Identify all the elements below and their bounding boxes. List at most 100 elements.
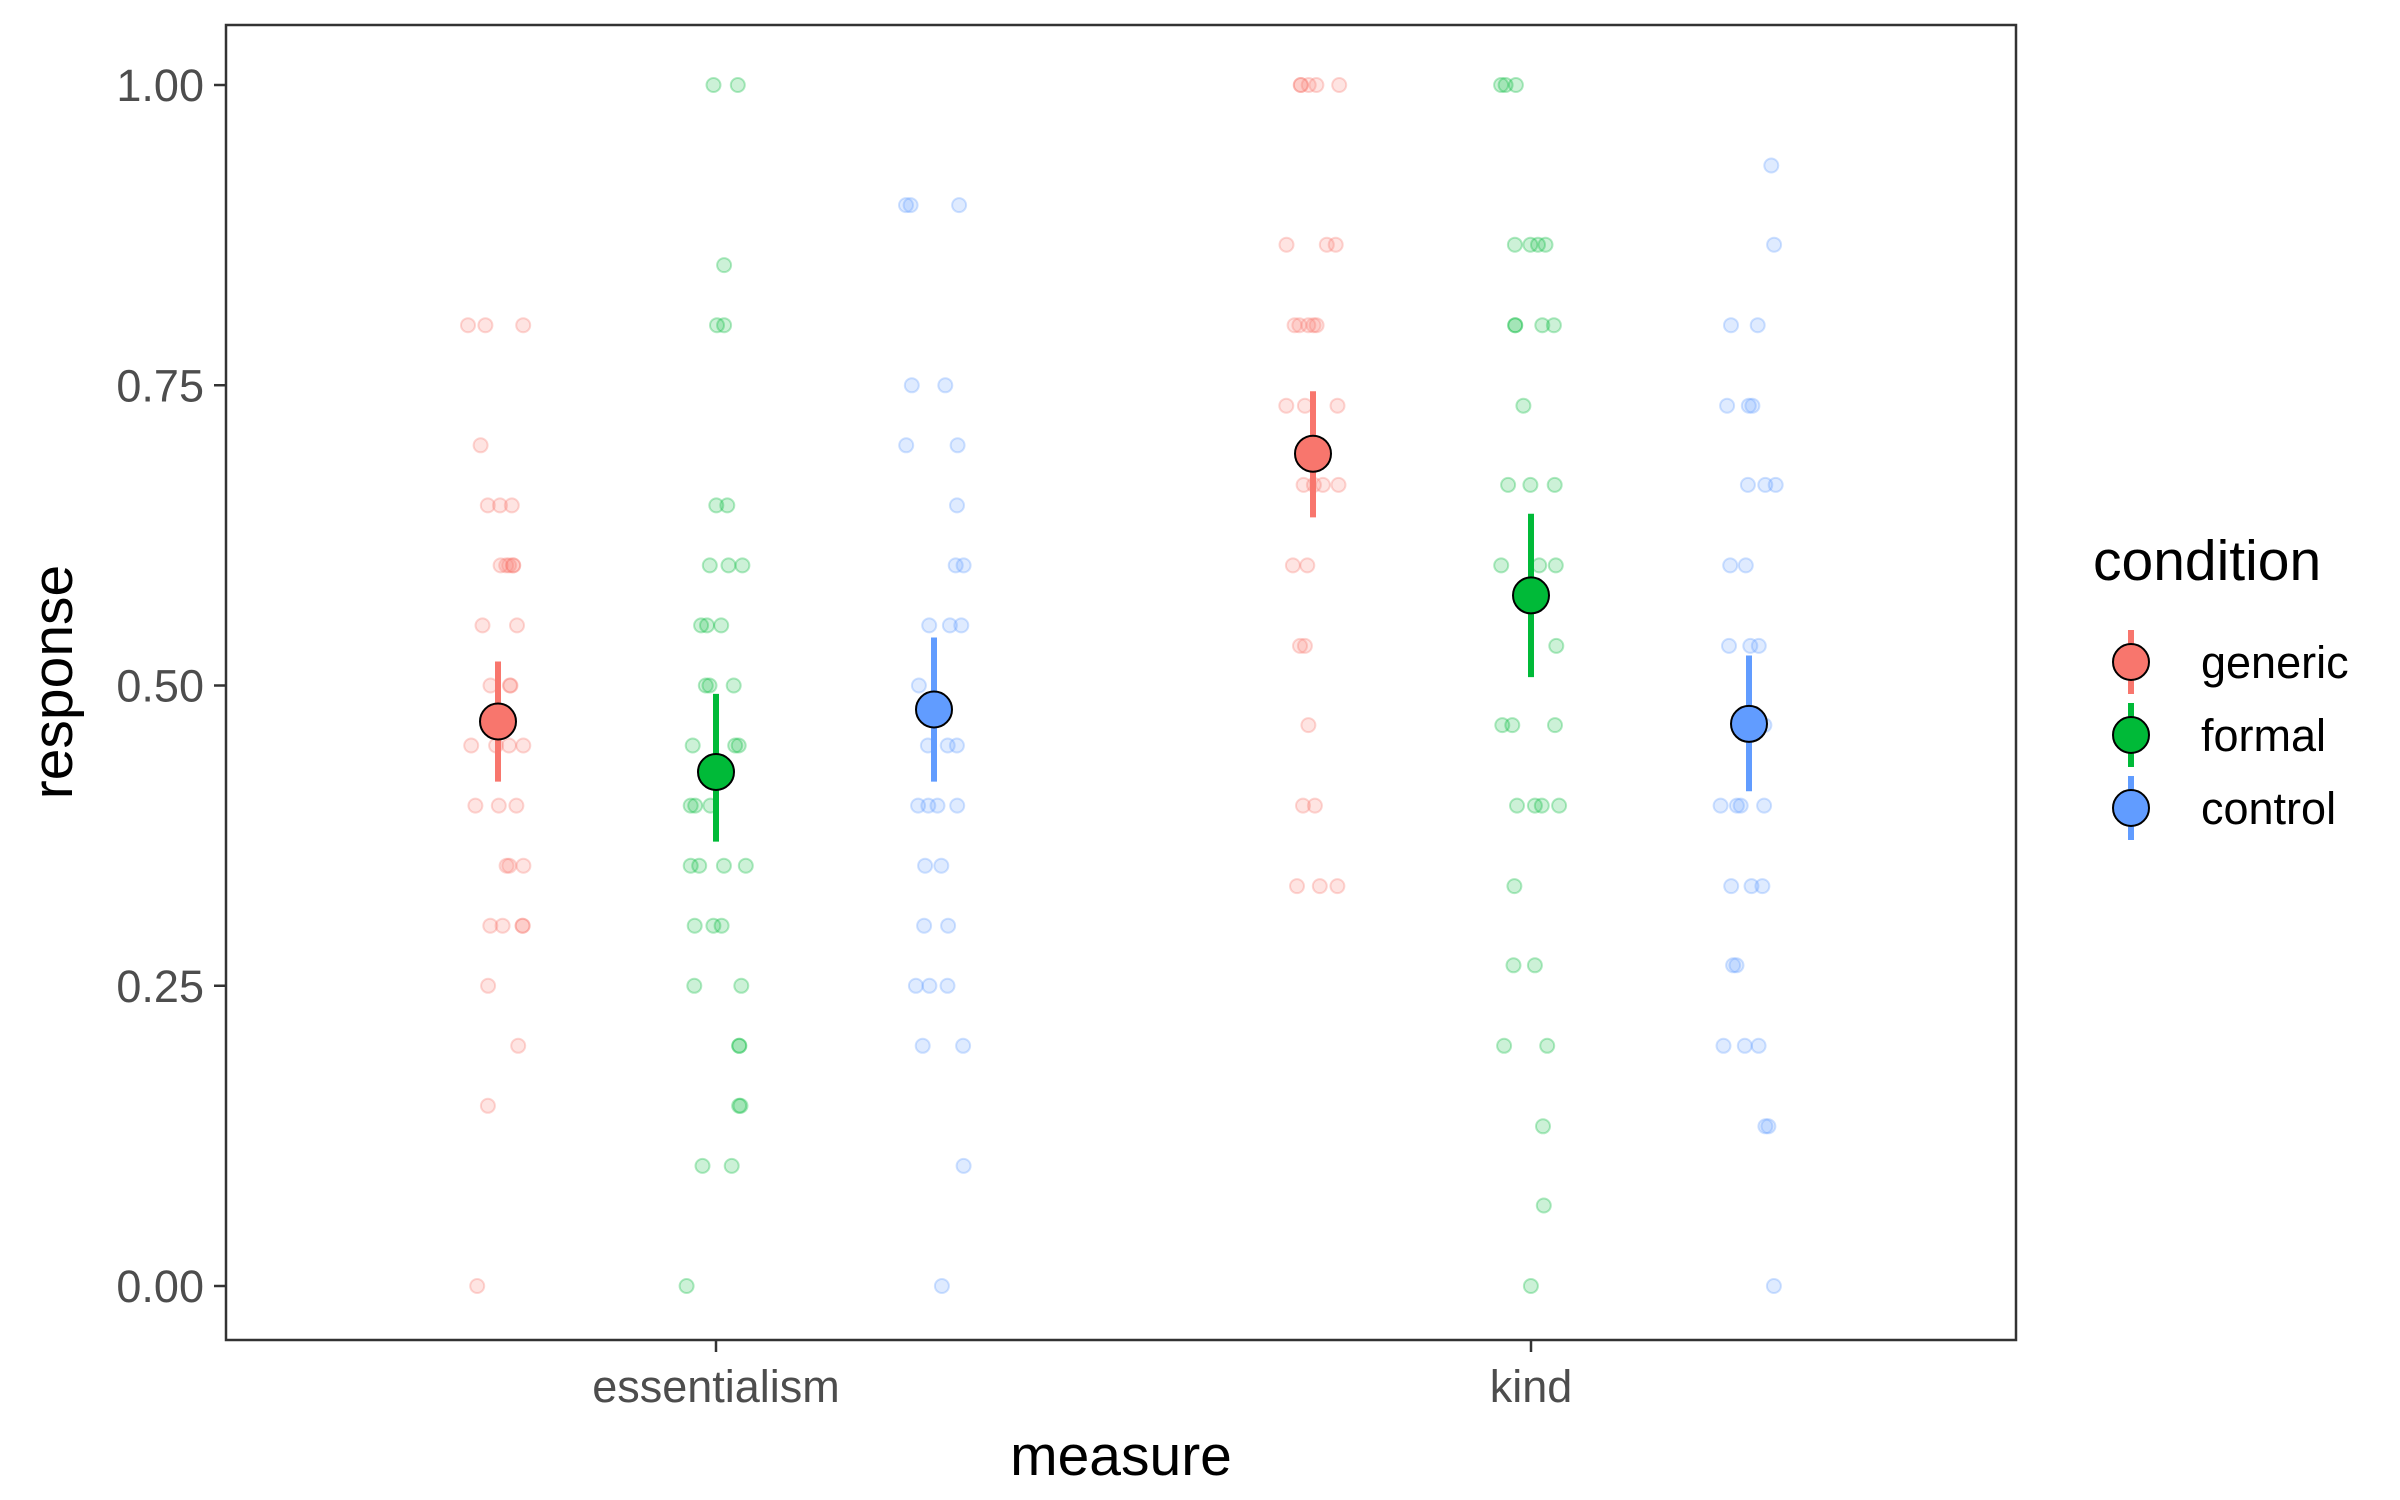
raw-point	[1526, 797, 1543, 814]
raw-points-layer	[460, 77, 1784, 1294]
raw-point	[477, 317, 494, 334]
x-tick-label: essentialism	[592, 1361, 840, 1412]
raw-point	[1760, 1118, 1777, 1135]
raw-point	[1757, 1118, 1774, 1135]
mean-point	[915, 690, 953, 729]
raw-point	[678, 1278, 695, 1294]
mean-point	[1730, 704, 1768, 743]
raw-point	[472, 437, 489, 454]
y-axis-title: response	[21, 565, 85, 800]
raw-point	[1546, 476, 1563, 493]
raw-point	[687, 797, 704, 814]
raw-point	[1551, 797, 1568, 814]
raw-point	[1507, 317, 1524, 334]
raw-point	[914, 1037, 931, 1054]
raw-point	[1537, 236, 1554, 253]
raw-point	[713, 917, 730, 934]
raw-point	[1308, 317, 1325, 334]
raw-point	[509, 617, 525, 634]
x-axis-title: measure	[1010, 1424, 1232, 1488]
legend-key-point	[2112, 716, 2150, 754]
raw-point	[1548, 637, 1565, 654]
raw-point	[1496, 1037, 1513, 1054]
raw-point	[1522, 236, 1539, 253]
legend-key-point	[2112, 643, 2150, 681]
y-tick-label: 0.00	[116, 1261, 204, 1312]
raw-point	[933, 1278, 950, 1294]
raw-point	[953, 617, 970, 634]
raw-point	[1712, 797, 1729, 814]
raw-point	[1292, 77, 1309, 93]
raw-point	[933, 857, 950, 874]
raw-point	[949, 797, 966, 814]
y-tick-label: 0.75	[116, 360, 204, 411]
raw-point	[482, 917, 499, 934]
raw-point	[1278, 397, 1295, 414]
raw-point	[1509, 797, 1525, 814]
raw-point	[730, 737, 747, 754]
raw-point	[1763, 157, 1780, 174]
raw-point	[515, 737, 532, 754]
raw-point	[1292, 77, 1309, 93]
raw-point	[1522, 476, 1539, 493]
raw-point	[1300, 717, 1317, 734]
raw-point	[1740, 397, 1757, 414]
raw-point	[1547, 557, 1564, 574]
mean-point	[1294, 434, 1332, 473]
raw-point	[1506, 236, 1523, 253]
raw-point	[510, 1037, 527, 1054]
raw-point	[1292, 637, 1308, 654]
raw-point	[505, 557, 522, 574]
raw-point	[1765, 1278, 1782, 1294]
raw-point	[1311, 878, 1328, 895]
raw-point	[732, 1097, 749, 1114]
raw-point	[1494, 717, 1511, 734]
raw-point	[1723, 317, 1739, 334]
raw-point	[1291, 317, 1308, 334]
raw-point	[479, 1097, 496, 1114]
raw-point	[907, 977, 924, 994]
raw-point	[898, 437, 915, 454]
raw-point	[1744, 397, 1761, 414]
raw-point	[1300, 77, 1317, 93]
raw-point	[1766, 236, 1783, 253]
raw-point	[948, 737, 965, 754]
x-tick-label: kind	[1490, 1361, 1573, 1412]
raw-point	[682, 797, 699, 814]
raw-point	[720, 557, 737, 574]
raw-point	[1278, 236, 1295, 253]
raw-point	[737, 857, 754, 874]
raw-point	[1497, 77, 1514, 93]
raw-point	[1500, 476, 1517, 493]
axes-layer: 0.00 0.25 0.50 0.75 1.00 essentialism kind	[116, 60, 1572, 1412]
mean-point	[479, 702, 517, 741]
raw-point	[1329, 397, 1346, 414]
raw-point	[1493, 77, 1510, 93]
raw-point	[719, 497, 736, 514]
raw-point	[1715, 1037, 1732, 1054]
raw-point	[514, 917, 531, 934]
raw-point	[699, 617, 715, 634]
raw-point	[937, 377, 954, 394]
legend: condition generic formal control	[2093, 529, 2349, 840]
raw-point	[463, 737, 480, 754]
raw-point	[1286, 317, 1303, 334]
raw-point	[916, 917, 933, 934]
raw-point	[705, 917, 722, 934]
raw-point	[1535, 1197, 1552, 1214]
raw-point	[951, 197, 968, 214]
mean-point	[1512, 576, 1550, 615]
raw-point	[1545, 317, 1562, 334]
raw-point	[503, 497, 520, 514]
raw-point	[955, 1037, 972, 1054]
plot-panel	[224, 23, 2018, 1342]
raw-point	[701, 677, 718, 694]
raw-point	[955, 557, 972, 574]
raw-point	[1750, 1037, 1767, 1054]
raw-point	[501, 857, 518, 874]
raw-point	[949, 437, 966, 454]
raw-point	[940, 917, 957, 934]
raw-point	[1767, 476, 1784, 493]
raw-point	[715, 857, 732, 874]
